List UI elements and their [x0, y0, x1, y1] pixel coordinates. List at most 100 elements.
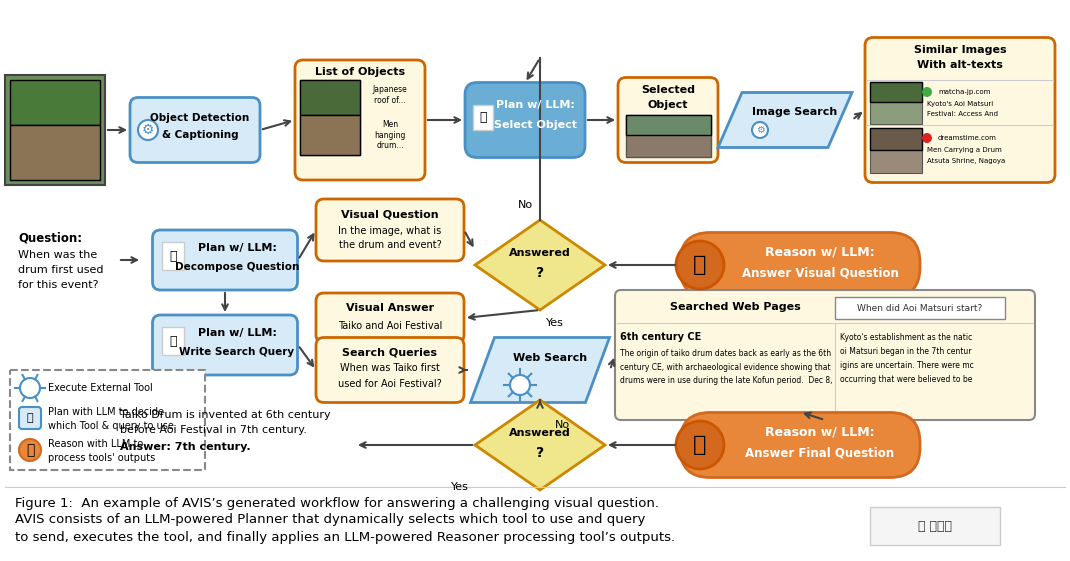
Text: matcha-jp.com: matcha-jp.com: [938, 89, 991, 95]
Text: 💡: 💡: [693, 435, 706, 455]
FancyBboxPatch shape: [473, 105, 493, 130]
Text: Kyoto's establishment as the natic: Kyoto's establishment as the natic: [840, 333, 973, 342]
Text: 💡: 💡: [693, 255, 706, 275]
Text: Selected: Selected: [641, 85, 696, 95]
FancyBboxPatch shape: [465, 82, 585, 158]
Text: Men
hanging
drum...: Men hanging drum...: [374, 120, 406, 150]
Text: With alt-texts: With alt-texts: [917, 60, 1003, 70]
Text: 📄: 📄: [479, 111, 487, 123]
FancyBboxPatch shape: [626, 115, 710, 135]
Text: Reason with LLM to: Reason with LLM to: [48, 439, 143, 449]
Text: Search Queries: Search Queries: [342, 347, 438, 357]
FancyBboxPatch shape: [129, 98, 260, 163]
Text: Yes: Yes: [452, 482, 469, 492]
FancyBboxPatch shape: [316, 293, 464, 343]
Text: Plan with LLM to decide: Plan with LLM to decide: [48, 407, 164, 417]
Text: Festival: Access And: Festival: Access And: [927, 111, 998, 117]
Text: Write Search Query: Write Search Query: [180, 347, 294, 357]
Text: When was Taiko first: When was Taiko first: [340, 363, 440, 373]
Text: Select Object: Select Object: [493, 120, 577, 130]
Text: Reason w/ LLM:: Reason w/ LLM:: [765, 425, 875, 439]
FancyBboxPatch shape: [870, 507, 1000, 545]
Polygon shape: [718, 93, 852, 148]
Text: Plan w/ LLM:: Plan w/ LLM:: [198, 328, 276, 338]
Text: Taiko Drum is invented at 6th century: Taiko Drum is invented at 6th century: [120, 410, 331, 420]
FancyBboxPatch shape: [615, 290, 1035, 420]
Text: Object Detection: Object Detection: [151, 113, 249, 123]
Text: occurring that were believed to be: occurring that were believed to be: [840, 375, 973, 384]
Text: Answered: Answered: [509, 428, 571, 438]
FancyBboxPatch shape: [865, 38, 1055, 182]
FancyBboxPatch shape: [153, 315, 297, 375]
Circle shape: [510, 375, 530, 395]
Text: When did Aoi Matsuri start?: When did Aoi Matsuri start?: [857, 304, 982, 312]
Text: 📄: 📄: [27, 413, 33, 423]
Text: Web Search: Web Search: [513, 353, 587, 363]
Text: The origin of taiko drum dates back as early as the 6th: The origin of taiko drum dates back as e…: [620, 348, 831, 357]
FancyBboxPatch shape: [153, 230, 297, 290]
FancyBboxPatch shape: [10, 370, 205, 470]
Circle shape: [676, 241, 724, 289]
Text: Men Carrying a Drum: Men Carrying a Drum: [927, 147, 1002, 153]
Text: process tools' outputs: process tools' outputs: [48, 453, 155, 463]
Text: Question:: Question:: [18, 232, 82, 245]
FancyBboxPatch shape: [870, 128, 922, 173]
FancyBboxPatch shape: [10, 125, 100, 180]
Text: & Captioning: & Captioning: [162, 130, 239, 140]
Text: before Aoi Festival in 7th century.: before Aoi Festival in 7th century.: [120, 425, 307, 435]
FancyBboxPatch shape: [19, 407, 41, 429]
Circle shape: [922, 133, 932, 143]
Text: List of Objects: List of Objects: [315, 67, 406, 77]
Circle shape: [19, 439, 41, 461]
FancyBboxPatch shape: [870, 82, 922, 124]
Text: igins are uncertain. There were mc: igins are uncertain. There were mc: [840, 361, 974, 370]
Text: which Tool & query to use: which Tool & query to use: [48, 421, 173, 431]
FancyBboxPatch shape: [835, 297, 1005, 319]
Text: drum first used: drum first used: [18, 265, 104, 275]
Text: 💡: 💡: [26, 443, 34, 457]
Text: ?: ?: [536, 446, 544, 460]
Text: AVIS consists of an LLM-powered Planner that dynamically selects which tool to u: AVIS consists of an LLM-powered Planner …: [15, 513, 645, 527]
Text: Atsuta Shrine, Nagoya: Atsuta Shrine, Nagoya: [927, 158, 1005, 164]
Text: Image Search: Image Search: [752, 107, 838, 117]
Text: Japanese
roof of...: Japanese roof of...: [372, 85, 408, 105]
Circle shape: [138, 120, 158, 140]
FancyBboxPatch shape: [870, 82, 922, 102]
Text: No: No: [518, 200, 533, 210]
Text: ⚙: ⚙: [755, 125, 764, 135]
Circle shape: [20, 378, 40, 398]
Text: When was the: When was the: [18, 250, 97, 260]
FancyBboxPatch shape: [162, 242, 184, 270]
Text: Taiko and Aoi Festival: Taiko and Aoi Festival: [338, 321, 442, 331]
Text: Object: Object: [647, 100, 688, 110]
FancyBboxPatch shape: [10, 80, 100, 125]
Text: Answer Final Question: Answer Final Question: [746, 447, 895, 459]
Text: In the image, what is: In the image, what is: [338, 226, 442, 236]
FancyBboxPatch shape: [295, 60, 425, 180]
FancyBboxPatch shape: [300, 80, 360, 115]
Text: ?: ?: [536, 266, 544, 280]
Text: Answer Visual Question: Answer Visual Question: [742, 266, 899, 279]
FancyBboxPatch shape: [300, 115, 360, 155]
FancyBboxPatch shape: [681, 412, 920, 477]
Polygon shape: [475, 400, 605, 490]
FancyBboxPatch shape: [5, 75, 105, 185]
Text: drums were in use during the late Kofun period.  Dec 8,: drums were in use during the late Kofun …: [620, 375, 832, 384]
Circle shape: [676, 421, 724, 469]
Text: 6th century CE: 6th century CE: [620, 332, 701, 342]
Text: to send, executes the tool, and finally applies an LLM-powered Reasoner processi: to send, executes the tool, and finally …: [15, 531, 675, 544]
FancyBboxPatch shape: [162, 327, 184, 355]
Circle shape: [752, 122, 768, 138]
FancyBboxPatch shape: [316, 338, 464, 402]
Text: Plan w/ LLM:: Plan w/ LLM:: [495, 100, 575, 110]
Text: 📄: 📄: [169, 334, 177, 347]
Polygon shape: [475, 220, 605, 310]
Text: Answered: Answered: [509, 248, 571, 258]
Text: used for Aoi Festival?: used for Aoi Festival?: [338, 379, 442, 389]
Text: the drum and event?: the drum and event?: [338, 240, 442, 250]
Text: Figure 1:  An example of AVIS’s generated workflow for answering a challenging v: Figure 1: An example of AVIS’s generated…: [15, 496, 659, 509]
Text: Execute External Tool: Execute External Tool: [48, 383, 153, 393]
Text: Answer: 7th century.: Answer: 7th century.: [120, 442, 250, 452]
Text: Reason w/ LLM:: Reason w/ LLM:: [765, 246, 875, 259]
Polygon shape: [471, 338, 610, 402]
